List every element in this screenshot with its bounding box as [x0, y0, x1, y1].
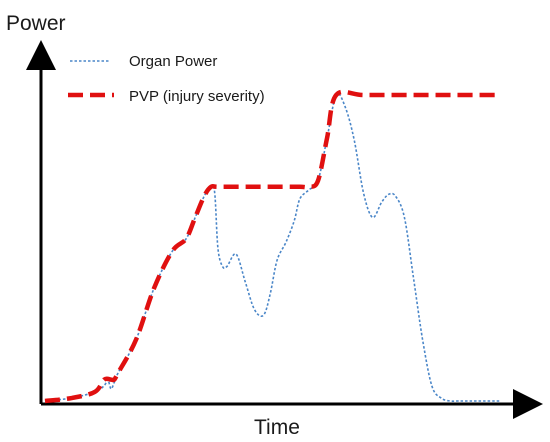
y-axis-title: Power: [6, 12, 66, 35]
legend-label-pvp: PVP (injury severity): [129, 88, 265, 105]
series-line-organ-power: [44, 92, 500, 403]
legend-label-organ-power: Organ Power: [129, 53, 217, 70]
legend: Organ Power PVP (injury severity): [68, 53, 265, 105]
series-layer: [44, 89, 500, 404]
x-axis-title: Time: [254, 416, 300, 439]
series-line-pvp: [44, 89, 500, 404]
